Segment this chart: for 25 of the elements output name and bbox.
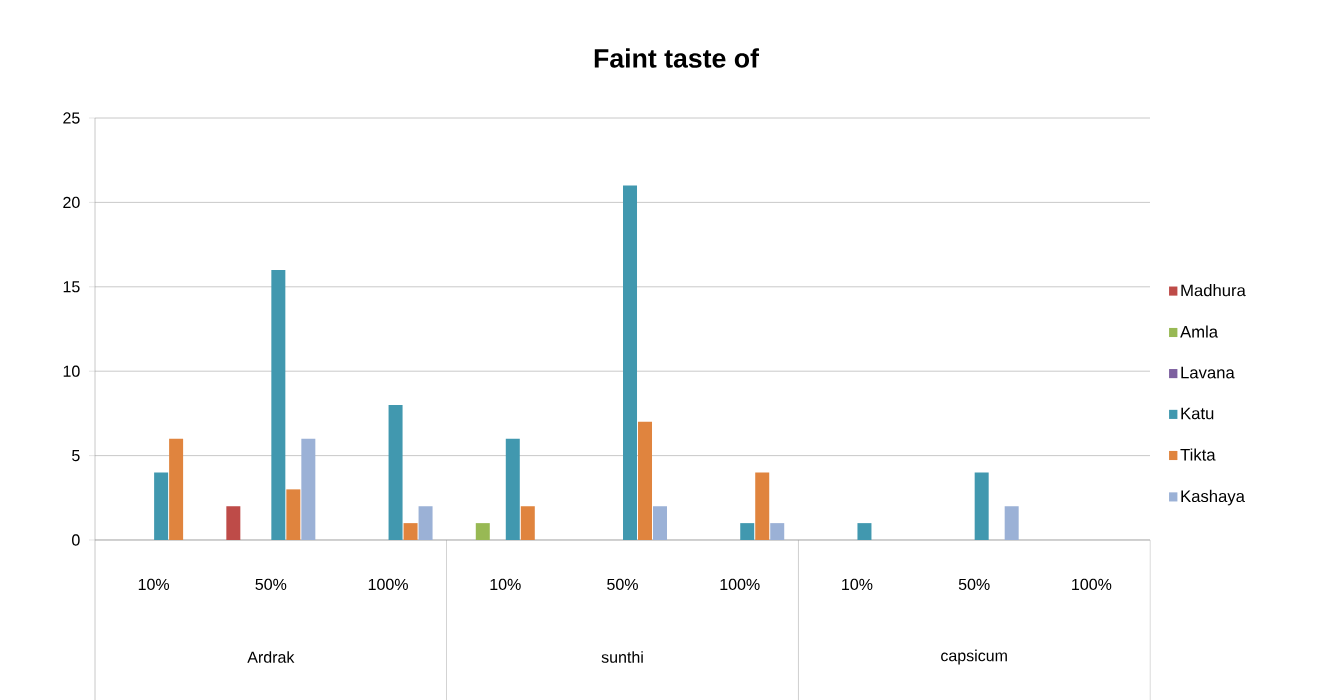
text: capsicum: [941, 649, 1007, 665]
y-tick-label: 20: [63, 196, 80, 208]
legend-label: Kashaya: [1181, 489, 1245, 506]
text: Ardrak: [247, 651, 295, 663]
y-tick-label: 10: [63, 365, 80, 377]
y-tick-label: 0: [72, 534, 80, 546]
x-tick-label: 50%: [255, 578, 287, 590]
y-tick-label: 25: [63, 112, 80, 124]
x-tick-label: 50%: [958, 578, 990, 590]
y-tick-label: 15: [63, 281, 80, 293]
legend-label: Katu: [1181, 407, 1214, 420]
legend-label: Lavana: [1181, 366, 1235, 379]
y-tick-label: 5: [72, 449, 80, 462]
legend-label: Amla: [1180, 325, 1219, 338]
x-tick-label: 10%: [490, 578, 521, 590]
x-tick-label: 10%: [842, 578, 873, 590]
chart-title: Faint taste of: [594, 48, 760, 68]
x-tick-label: 50%: [607, 578, 638, 590]
text: sunthi: [601, 651, 643, 663]
legend-label: Madhura: [1181, 283, 1246, 297]
x-tick-label: 100%: [1072, 578, 1112, 590]
x-tick-label: 100%: [720, 578, 760, 590]
x-tick-label: 10%: [138, 578, 170, 590]
x-tick-label: 100%: [368, 578, 408, 590]
legend-label: Tikta: [1180, 448, 1216, 461]
